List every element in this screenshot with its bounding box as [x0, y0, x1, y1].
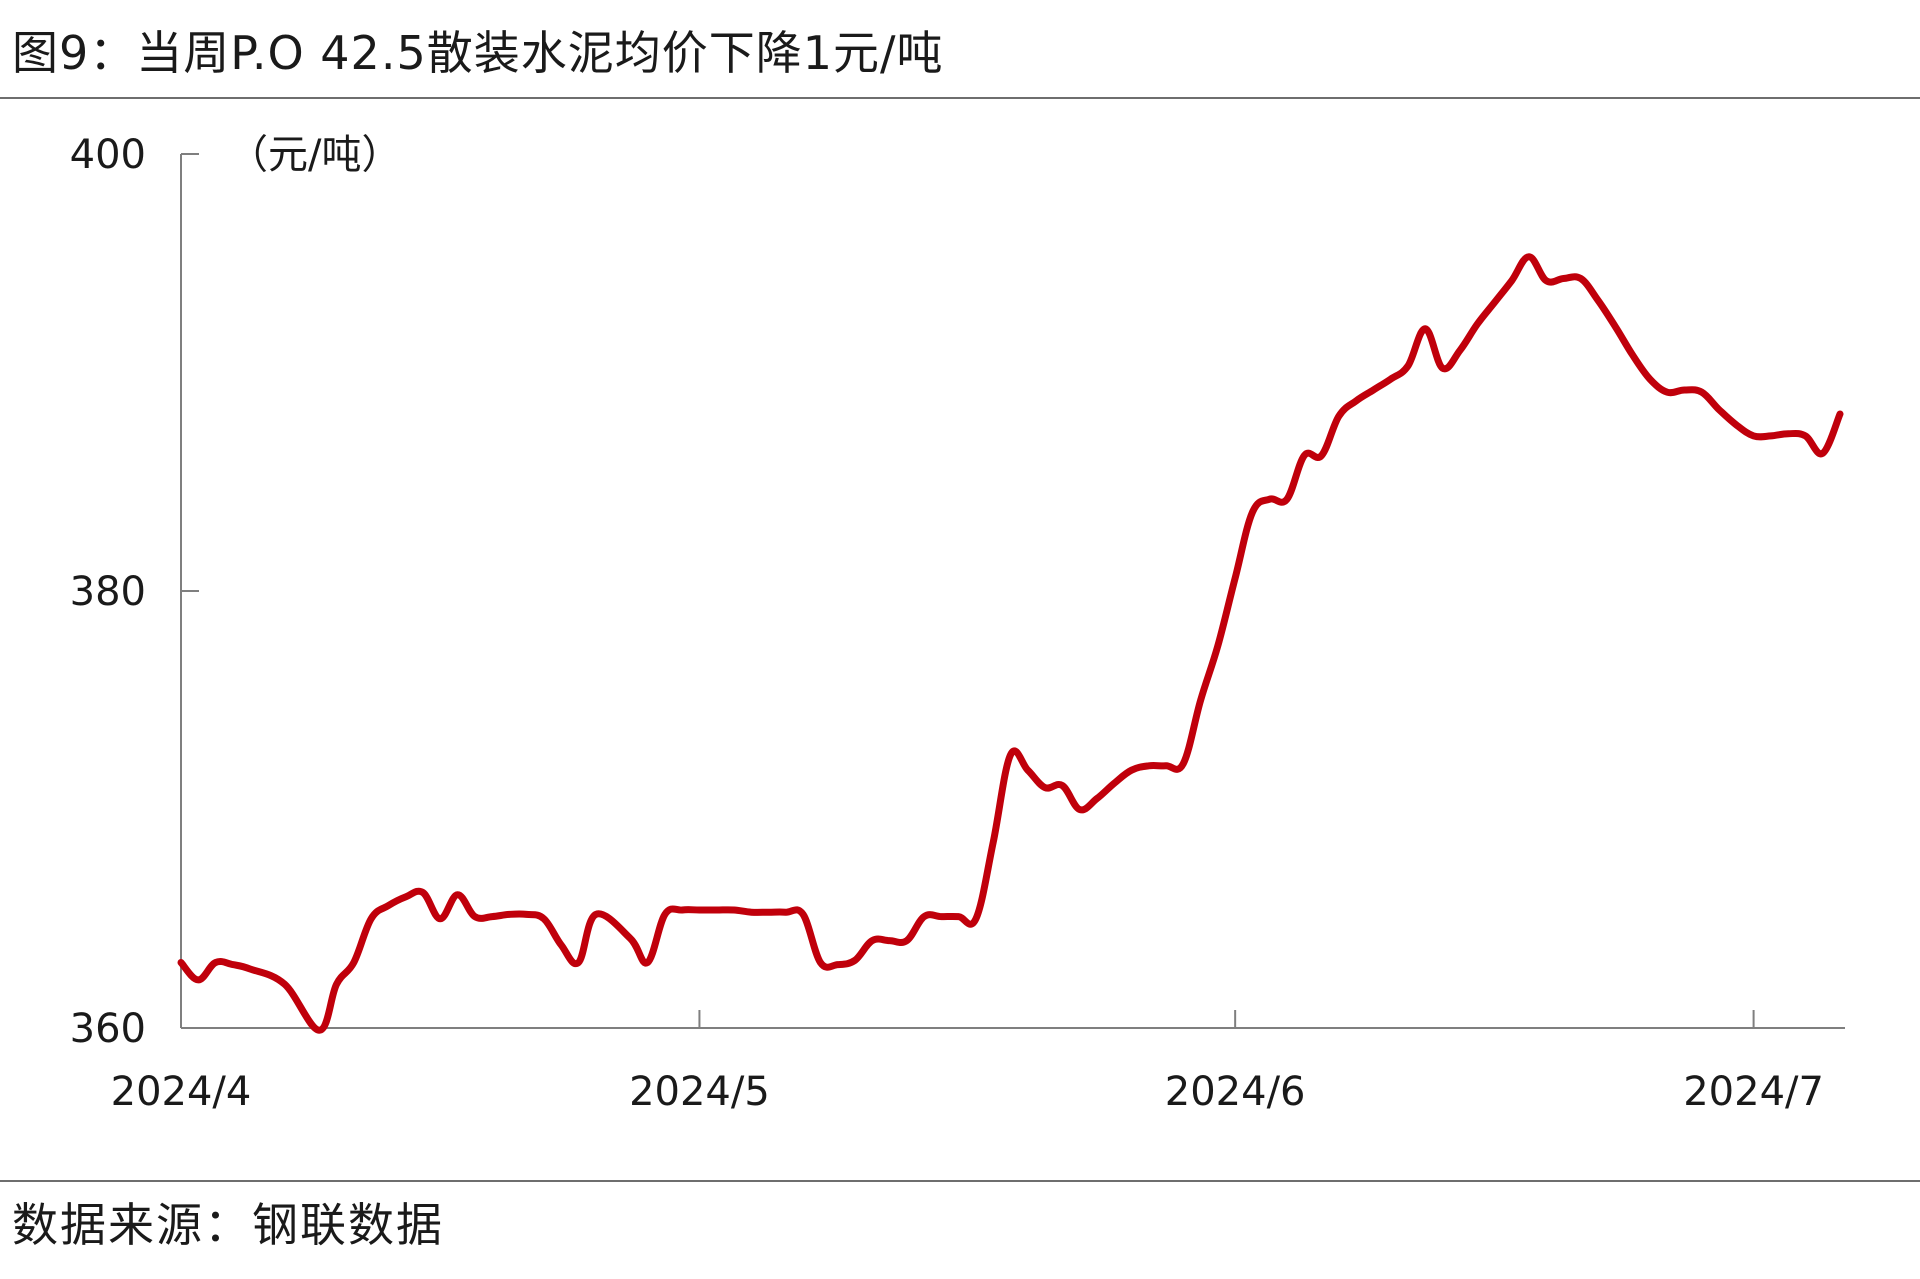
y-axis: 360 380 400 — [70, 132, 199, 1052]
series-layer — [177, 253, 1844, 1034]
series-line-0 — [177, 253, 1844, 1034]
x-tick-label: 2024/5 — [629, 1069, 770, 1115]
source-divider — [0, 1180, 1920, 1182]
line-chart: 360 380 400 2024/4 2024/5 2024/6 2024/7 （元/吨） — [70, 132, 1845, 1115]
x-tick-label: 2024/7 — [1683, 1069, 1824, 1115]
x-tick-label: 2024/4 — [111, 1069, 252, 1115]
y-tick-label: 380 — [70, 569, 146, 615]
figure-title: 图9：当周P.O 42.5散装水泥均价下降1元/吨 — [12, 26, 944, 80]
y-tick-label: 400 — [70, 132, 146, 178]
x-tick-label: 2024/6 — [1165, 1069, 1306, 1115]
y-tick-label: 360 — [70, 1006, 146, 1052]
y-axis-unit-label: （元/吨） — [228, 132, 401, 178]
data-source-note: 数据来源：钢联数据 — [12, 1198, 444, 1252]
x-axis: 2024/4 2024/5 2024/6 2024/7 — [111, 1010, 1845, 1115]
title-divider — [0, 97, 1920, 99]
